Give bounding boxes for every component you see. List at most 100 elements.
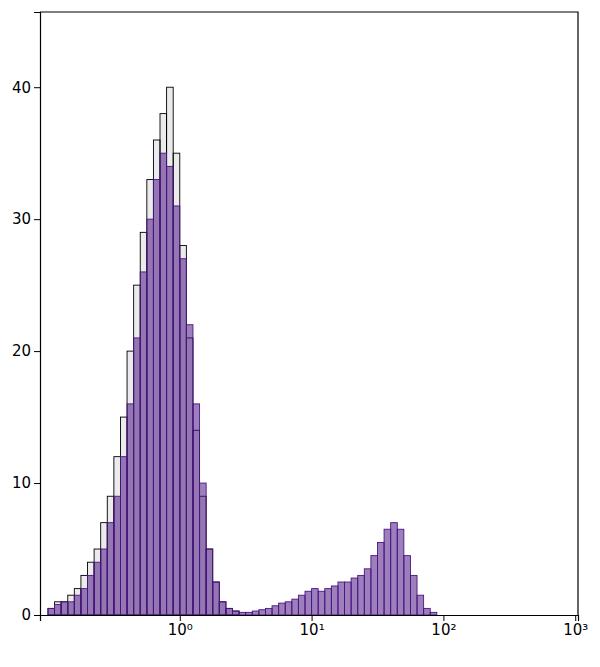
bar (173, 153, 180, 615)
bar (206, 549, 213, 615)
bar (94, 562, 101, 615)
bar (226, 608, 233, 615)
bar (233, 611, 240, 615)
bar (213, 582, 220, 615)
bar (107, 496, 114, 615)
bar (200, 483, 207, 615)
bar (252, 611, 259, 615)
bar (74, 589, 81, 615)
bar (397, 529, 404, 615)
bar (180, 259, 187, 615)
plot-area (48, 87, 437, 615)
y-tick-label: 30 (12, 210, 31, 228)
bar (120, 457, 127, 615)
x-tick-label: 10⁰ (168, 621, 193, 639)
bar (279, 603, 286, 615)
frame (40, 12, 578, 615)
bar (391, 523, 398, 615)
y-tick: 0 (21, 606, 40, 624)
bar (74, 595, 81, 615)
bar (219, 602, 226, 615)
bar (325, 589, 332, 615)
bar (305, 591, 312, 615)
bar (140, 232, 147, 615)
x-tick-label: 10¹ (300, 621, 325, 639)
bar (193, 404, 200, 615)
bar (147, 180, 154, 615)
bar (167, 166, 174, 615)
bar (120, 417, 127, 615)
bar (371, 556, 378, 615)
bar (153, 180, 160, 615)
y-tick-mark (34, 351, 40, 352)
y-axis: 0 10 20 30 40 (12, 13, 41, 625)
bar (259, 610, 266, 615)
y-tick: 10 (12, 474, 40, 492)
bar (88, 575, 95, 615)
bar (160, 153, 167, 615)
bar (127, 351, 134, 615)
y-tick-label: 20 (12, 342, 31, 360)
bar (107, 523, 114, 615)
bar (226, 608, 233, 615)
bar (101, 549, 108, 615)
bar (338, 582, 345, 615)
bar (81, 589, 88, 615)
bar (246, 612, 253, 615)
bar (233, 611, 240, 615)
x-axis: 10⁰ 10¹ 10² 10³ (41, 615, 589, 639)
x-tick: 10⁰ (168, 615, 193, 639)
bar (265, 608, 272, 615)
bar (68, 595, 75, 615)
bar (312, 589, 319, 615)
bar (285, 602, 292, 615)
bar (331, 586, 338, 615)
bar (186, 325, 193, 615)
bar (404, 556, 411, 615)
bar (364, 569, 371, 615)
bar (292, 599, 299, 615)
bar (127, 404, 134, 615)
bar (384, 529, 391, 615)
bar (206, 549, 213, 615)
x-tick-label: 10³ (563, 621, 588, 639)
bar (81, 575, 88, 615)
bar (61, 602, 68, 615)
bar (94, 549, 101, 615)
bar (134, 338, 141, 615)
bar (140, 272, 147, 615)
bar (430, 612, 437, 615)
bar (424, 608, 431, 615)
bar (377, 542, 384, 615)
bar (272, 606, 279, 615)
y-tick-mark (34, 615, 40, 616)
y-tick-label: 0 (21, 606, 31, 624)
bar (114, 496, 121, 615)
y-axis-line (34, 13, 41, 616)
bar (180, 246, 187, 615)
bar (239, 612, 246, 615)
bar (219, 602, 226, 615)
bar (134, 285, 141, 615)
bar (345, 582, 352, 615)
bar (55, 604, 62, 615)
bar (410, 575, 417, 615)
y-tick: 20 (12, 342, 40, 360)
x-tick: 10¹ (300, 615, 325, 639)
y-tick-label: 40 (12, 79, 31, 97)
bar (213, 582, 220, 615)
y-tick-mark (34, 219, 40, 220)
bar (351, 578, 358, 615)
y-tick-label: 10 (12, 474, 31, 492)
bar (88, 562, 95, 615)
y-tick-mark (34, 87, 40, 88)
bar (68, 602, 75, 615)
bar (114, 457, 121, 615)
bar (417, 595, 424, 615)
y-tick-mark (34, 483, 40, 484)
chart: 10⁰ 10¹ 10² 10³ 0 10 20 30 40 (0, 0, 600, 667)
x-tick-label: 10² (431, 621, 456, 639)
bar (358, 575, 365, 615)
bar (48, 608, 55, 615)
bar (298, 595, 305, 615)
